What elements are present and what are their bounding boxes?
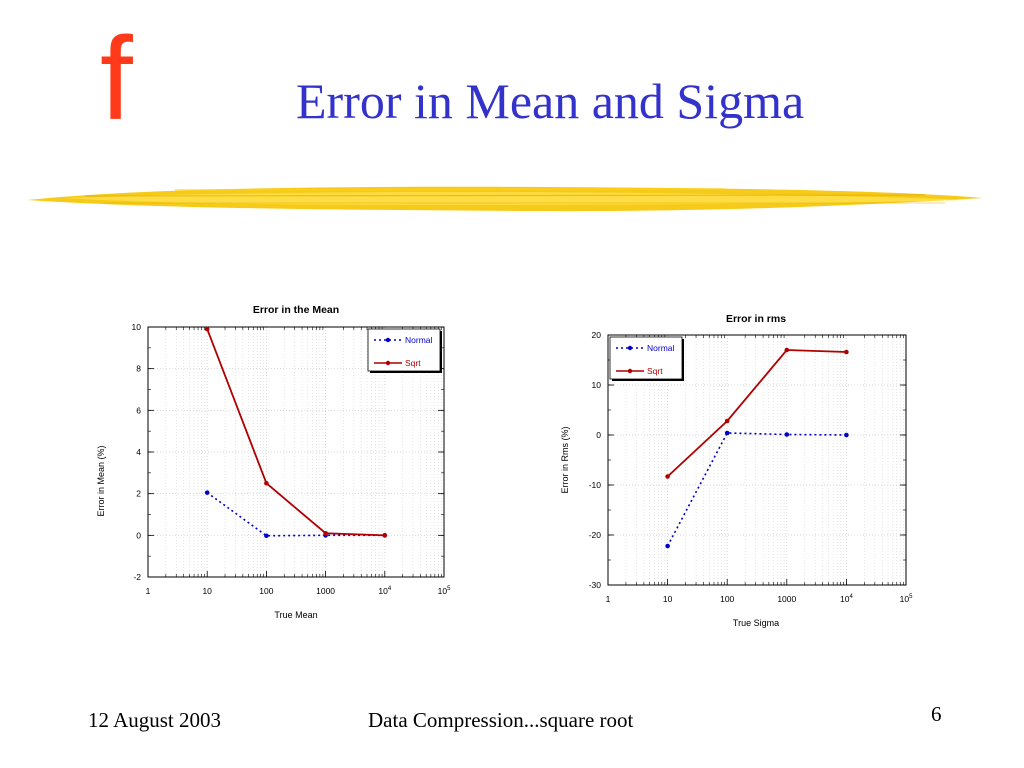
y-tick-label: 0 bbox=[136, 530, 141, 540]
y-tick-label: -20 bbox=[589, 530, 602, 540]
series-line-sqrt bbox=[206, 328, 385, 537]
y-tick-label: 6 bbox=[136, 405, 141, 415]
chart-title: Error in rms bbox=[726, 313, 786, 325]
footer-center-text: Data Compression...square root bbox=[368, 708, 634, 732]
legend-label-normal: Normal bbox=[647, 343, 675, 353]
y-tick-label: 8 bbox=[136, 364, 141, 374]
data-point-normal bbox=[844, 432, 849, 438]
legend-marker-sqrt bbox=[385, 360, 391, 366]
x-axis-label: True Sigma bbox=[733, 618, 779, 628]
data-point-normal bbox=[784, 432, 790, 437]
data-point-normal bbox=[204, 490, 210, 495]
data-point-sqrt bbox=[204, 326, 210, 332]
x-tick-label: 1 bbox=[146, 586, 151, 596]
legend-label-normal: Normal bbox=[405, 335, 433, 345]
series-line-normal bbox=[206, 491, 385, 537]
data-point-normal bbox=[665, 543, 670, 549]
chart-error-in-rms: Error in rms True Sigma Error in Rms (%)… bbox=[552, 306, 922, 641]
data-point-sqrt bbox=[665, 474, 670, 479]
data-point-normal bbox=[264, 533, 269, 539]
x-tick-exponent: 5 bbox=[909, 594, 913, 600]
plot-frame bbox=[607, 334, 907, 586]
x-tick-label: 1000 bbox=[777, 594, 796, 604]
x-tick-label: 104 bbox=[840, 594, 853, 604]
data-point-sqrt bbox=[784, 347, 790, 353]
x-tick-label: 104 bbox=[378, 586, 391, 596]
x-tick-exponent: 4 bbox=[388, 586, 392, 592]
legend-box bbox=[367, 328, 441, 372]
y-axis-label: Error in Rms (%) bbox=[560, 426, 570, 493]
x-axis-label: True Mean bbox=[274, 610, 317, 620]
data-point-sqrt bbox=[264, 480, 269, 486]
y-tick-label: 10 bbox=[592, 380, 602, 390]
y-tick-label: -10 bbox=[589, 480, 602, 490]
y-tick-label: 0 bbox=[596, 430, 601, 440]
chart-error-in-mean-svg: Error in the Mean True Mean Error in Mea… bbox=[96, 304, 451, 620]
footer-date: 12 August 2003 bbox=[88, 708, 222, 732]
y-tick-label: 2 bbox=[136, 489, 141, 499]
data-point-sqrt bbox=[323, 530, 328, 536]
y-tick-label: -2 bbox=[133, 572, 141, 582]
series-line-normal bbox=[666, 432, 847, 547]
x-tick-label: 1 bbox=[606, 594, 611, 604]
y-tick-label: 4 bbox=[136, 447, 141, 457]
data-point-sqrt bbox=[844, 349, 849, 355]
series-line-sqrt bbox=[666, 349, 847, 478]
logo-f: f bbox=[100, 13, 133, 145]
chart-error-in-mean: Error in the Mean True Mean Error in Mea… bbox=[86, 295, 456, 635]
x-tick-exponent: 4 bbox=[849, 594, 853, 600]
x-tick-label: 105 bbox=[438, 586, 451, 596]
yellow-brush-stroke bbox=[27, 186, 983, 212]
page-number: 6 bbox=[931, 702, 942, 726]
legend-marker-normal bbox=[385, 337, 391, 343]
data-point-normal bbox=[724, 430, 730, 436]
plot-frame bbox=[147, 326, 445, 578]
y-tick-label: 10 bbox=[132, 322, 142, 332]
y-tick-label: -30 bbox=[589, 580, 602, 590]
legend-marker-normal bbox=[627, 345, 633, 351]
y-axis-label: Error in Mean (%) bbox=[96, 445, 106, 516]
data-point-sqrt bbox=[382, 533, 388, 538]
chart-title: Error in the Mean bbox=[253, 304, 339, 316]
y-tick-label: 20 bbox=[592, 330, 602, 340]
legend-label-sqrt: Sqrt bbox=[647, 366, 663, 376]
legend-marker-sqrt bbox=[627, 368, 633, 374]
x-tick-label: 10 bbox=[202, 586, 212, 596]
x-tick-label: 100 bbox=[720, 594, 734, 604]
legend-label-sqrt: Sqrt bbox=[405, 358, 421, 368]
slide-title: Error in Mean and Sigma bbox=[296, 73, 805, 129]
chart-error-in-rms-svg: Error in rms True Sigma Error in Rms (%)… bbox=[560, 313, 913, 628]
x-tick-label: 105 bbox=[900, 594, 913, 604]
x-tick-label: 10 bbox=[663, 594, 673, 604]
x-tick-label: 1000 bbox=[316, 586, 335, 596]
data-point-sqrt bbox=[724, 418, 730, 424]
x-tick-label: 100 bbox=[259, 586, 273, 596]
x-tick-exponent: 5 bbox=[447, 586, 451, 592]
legend-box bbox=[609, 336, 683, 380]
